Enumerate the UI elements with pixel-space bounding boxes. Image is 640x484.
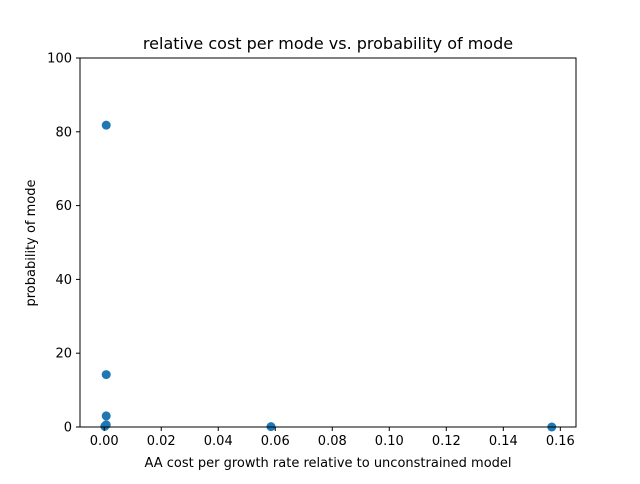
data-point-0-1 xyxy=(101,370,111,380)
x-tick-label-8: 0.16 xyxy=(546,434,575,449)
x-tick-label-2: 0.04 xyxy=(204,434,233,449)
plot-area: 0.00 0.02 0.04 0.06 0.08 0.10 0.12 0.14 0.16 0 20 4… xyxy=(47,52,577,449)
chart-title: relative cost per mode vs. probability o… xyxy=(143,34,513,53)
data-point-0-4 xyxy=(100,421,110,431)
y-tick-label-4: 80 xyxy=(55,125,72,140)
x-axis-label: AA cost per growth rate relative to unco… xyxy=(144,456,511,471)
y-axis-label: probability of mode xyxy=(24,179,39,306)
x-tick-label-6: 0.12 xyxy=(432,434,461,449)
y-tick-label-0: 0 xyxy=(64,421,72,436)
y-tick-label-1: 20 xyxy=(55,347,72,362)
x-tick-label-7: 0.14 xyxy=(489,434,518,449)
x-tick-label-5: 0.10 xyxy=(375,434,404,449)
y-tick-label-2: 40 xyxy=(55,273,72,288)
y-tick-label-5: 100 xyxy=(47,52,72,67)
data-point-0-2 xyxy=(101,411,111,421)
x-tick-label-0: 0.00 xyxy=(90,434,119,449)
x-tick-label-3: 0.06 xyxy=(261,434,290,449)
x-tick-label-1: 0.02 xyxy=(147,434,176,449)
x-tick-label-4: 0.08 xyxy=(318,434,347,449)
data-point-0-0 xyxy=(101,120,111,130)
y-tick-label-3: 60 xyxy=(55,199,72,214)
axes-frame xyxy=(79,57,577,428)
